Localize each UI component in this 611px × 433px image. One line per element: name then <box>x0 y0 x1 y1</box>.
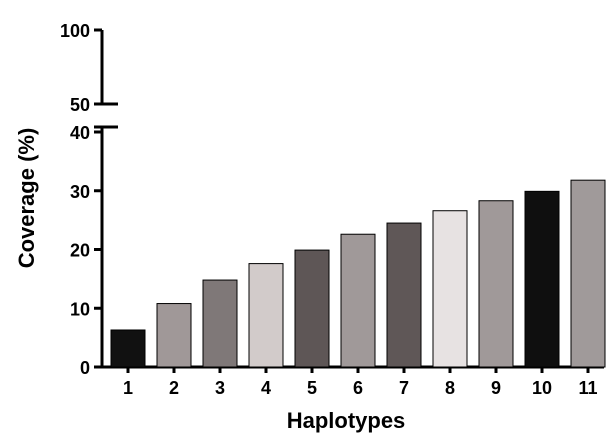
bar-haplotype-8 <box>432 210 468 368</box>
x-tick-label-11: 11 <box>578 378 597 398</box>
x-tick-label-5: 5 <box>307 378 317 398</box>
bar-haplotype-7 <box>386 222 422 368</box>
bar-haplotype-4 <box>248 263 284 368</box>
x-tick-label-4: 4 <box>261 378 271 398</box>
y-tick-label-upper-100: 100 <box>60 21 90 41</box>
x-tick-label-8: 8 <box>445 378 455 398</box>
y-tick-label-upper-50: 50 <box>70 95 90 115</box>
bar-haplotype-5 <box>294 249 330 368</box>
bar-haplotype-11 <box>570 179 606 368</box>
x-tick-label-7: 7 <box>399 378 409 398</box>
x-tick-label-2: 2 <box>169 378 179 398</box>
bar-haplotype-6 <box>340 233 376 368</box>
y-tick-label-20: 20 <box>70 241 90 261</box>
bar-haplotype-3 <box>202 279 238 368</box>
bar-haplotype-1 <box>110 329 146 368</box>
y-tick-label-30: 30 <box>70 182 90 202</box>
x-tick-label-9: 9 <box>491 378 501 398</box>
bar-haplotype-9 <box>478 200 514 368</box>
bar-haplotype-2 <box>156 303 192 368</box>
bar-haplotype-10 <box>524 190 560 368</box>
y-tick-label-40: 40 <box>70 123 90 143</box>
y-tick-label-10: 10 <box>70 299 90 319</box>
x-tick-label-6: 6 <box>353 378 363 398</box>
x-tick-label-1: 1 <box>123 378 133 398</box>
x-tick-label-10: 10 <box>532 378 552 398</box>
x-axis-title: Haplotypes <box>287 408 406 433</box>
y-axis-title: Coverage (%) <box>14 128 39 269</box>
x-tick-label-3: 3 <box>215 378 225 398</box>
y-tick-label-0: 0 <box>80 358 90 378</box>
